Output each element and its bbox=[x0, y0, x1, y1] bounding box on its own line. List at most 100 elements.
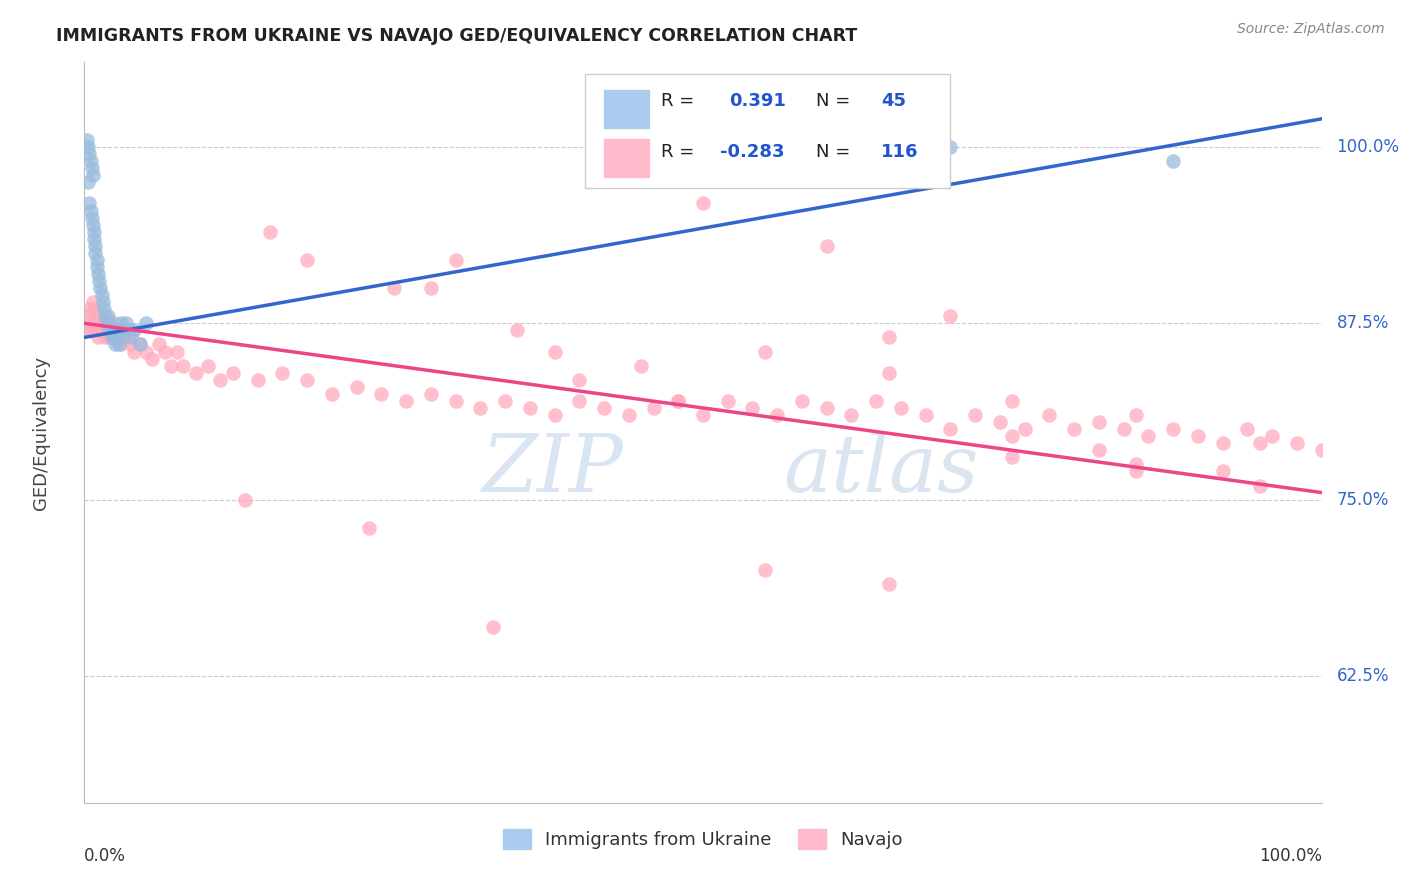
Text: IMMIGRANTS FROM UKRAINE VS NAVAJO GED/EQUIVALENCY CORRELATION CHART: IMMIGRANTS FROM UKRAINE VS NAVAJO GED/EQ… bbox=[56, 27, 858, 45]
Point bbox=[233, 492, 256, 507]
Point bbox=[83, 232, 105, 246]
Point bbox=[117, 323, 139, 337]
Point bbox=[97, 323, 120, 337]
Point bbox=[100, 330, 122, 344]
Point bbox=[97, 310, 120, 324]
Point bbox=[135, 344, 157, 359]
Point bbox=[184, 366, 207, 380]
Text: 75.0%: 75.0% bbox=[1337, 491, 1389, 508]
Point bbox=[129, 337, 152, 351]
Point bbox=[259, 225, 281, 239]
Point bbox=[101, 323, 124, 337]
Point bbox=[110, 337, 132, 351]
Point bbox=[87, 330, 110, 344]
Point bbox=[1161, 154, 1184, 169]
FancyBboxPatch shape bbox=[605, 139, 648, 178]
Point bbox=[666, 393, 689, 408]
Point bbox=[914, 408, 936, 422]
Point bbox=[543, 408, 565, 422]
Point bbox=[84, 245, 107, 260]
Point bbox=[222, 366, 245, 380]
Point bbox=[271, 366, 294, 380]
Point bbox=[1310, 443, 1333, 458]
Point bbox=[543, 344, 565, 359]
Point bbox=[98, 323, 121, 337]
Text: GED/Equivalency: GED/Equivalency bbox=[32, 356, 51, 509]
Point bbox=[84, 239, 107, 253]
Point bbox=[148, 337, 170, 351]
Point bbox=[104, 337, 127, 351]
Text: -0.283: -0.283 bbox=[720, 144, 785, 161]
Point bbox=[112, 330, 135, 344]
Point bbox=[86, 260, 108, 274]
Point bbox=[89, 274, 111, 288]
Point bbox=[103, 330, 125, 344]
Point bbox=[666, 393, 689, 408]
Point bbox=[1236, 422, 1258, 436]
Point bbox=[80, 323, 103, 337]
Point bbox=[91, 316, 114, 330]
Point bbox=[135, 316, 157, 330]
Text: 87.5%: 87.5% bbox=[1337, 314, 1389, 333]
Point bbox=[470, 401, 492, 415]
Point bbox=[1161, 422, 1184, 436]
Point bbox=[96, 316, 118, 330]
Point bbox=[481, 619, 503, 633]
Point bbox=[346, 380, 368, 394]
Text: 62.5%: 62.5% bbox=[1337, 667, 1389, 685]
Point bbox=[83, 302, 105, 317]
Point bbox=[382, 281, 405, 295]
Point bbox=[741, 401, 763, 415]
Point bbox=[1212, 464, 1234, 478]
Point bbox=[129, 337, 152, 351]
Point bbox=[1112, 422, 1135, 436]
Point bbox=[395, 393, 418, 408]
Point bbox=[93, 323, 115, 337]
Point bbox=[100, 323, 122, 337]
Point bbox=[89, 281, 111, 295]
Point bbox=[166, 344, 188, 359]
Text: 45: 45 bbox=[882, 92, 907, 110]
Point bbox=[692, 196, 714, 211]
Point bbox=[568, 393, 591, 408]
Text: 100.0%: 100.0% bbox=[1258, 847, 1322, 865]
Point bbox=[1088, 415, 1111, 429]
Point bbox=[790, 393, 813, 408]
Point bbox=[108, 337, 131, 351]
Point bbox=[1249, 478, 1271, 492]
Point bbox=[77, 140, 100, 154]
Point bbox=[1125, 464, 1147, 478]
Point bbox=[82, 218, 104, 232]
FancyBboxPatch shape bbox=[605, 89, 648, 128]
Point bbox=[295, 373, 318, 387]
Point bbox=[1212, 436, 1234, 450]
Point bbox=[617, 408, 640, 422]
Point bbox=[877, 366, 900, 380]
Point bbox=[107, 330, 129, 344]
Point bbox=[877, 330, 900, 344]
Point bbox=[988, 415, 1011, 429]
Text: R =: R = bbox=[661, 144, 695, 161]
Point bbox=[80, 161, 103, 176]
Point bbox=[82, 295, 104, 310]
Point bbox=[91, 295, 114, 310]
Text: 100.0%: 100.0% bbox=[1337, 138, 1399, 156]
Point bbox=[506, 323, 529, 337]
Point bbox=[105, 330, 128, 344]
Point bbox=[79, 203, 101, 218]
Point bbox=[118, 323, 141, 337]
Point bbox=[630, 359, 652, 373]
Point bbox=[1137, 429, 1160, 443]
Point bbox=[79, 302, 101, 317]
Point bbox=[841, 408, 863, 422]
Point bbox=[1249, 436, 1271, 450]
Point bbox=[939, 140, 962, 154]
FancyBboxPatch shape bbox=[585, 73, 950, 188]
Point bbox=[89, 310, 111, 324]
Point bbox=[1285, 436, 1308, 450]
Point bbox=[444, 252, 467, 267]
Point bbox=[80, 211, 103, 225]
Point bbox=[77, 310, 100, 324]
Point bbox=[939, 310, 962, 324]
Text: 0.391: 0.391 bbox=[728, 92, 786, 110]
